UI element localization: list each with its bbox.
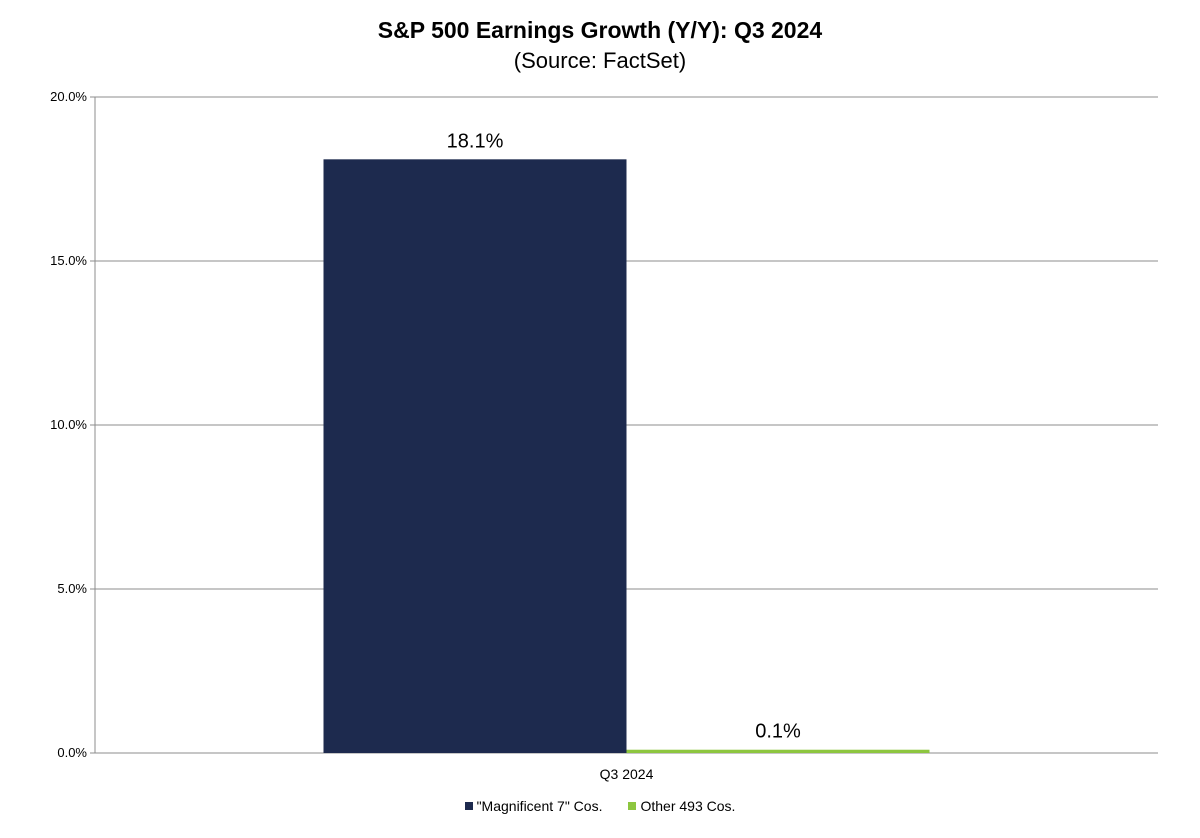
chart-title: S&P 500 Earnings Growth (Y/Y): Q3 2024 [377,17,823,43]
y-tick-label: 20.0% [50,89,87,104]
legend-label-other-493: Other 493 Cos. [640,798,736,814]
chart-subtitle: (Source: FactSet) [513,48,687,73]
chart-legend: "Magnificent 7" Cos. Other 493 Cos. [0,798,1200,814]
data-label-magnificent-7: 18.1% [447,130,504,152]
legend-swatch-other-493 [628,802,637,810]
data-label-other-493: 0.1% [755,721,801,743]
y-tick-label: 10.0% [50,417,87,432]
legend-item-magnificent-7: "Magnificent 7" Cos. [464,798,603,814]
y-tick-label: 0.0% [57,745,87,760]
y-tick-label: 15.0% [50,253,87,268]
bar-magnificent-7 [323,159,627,753]
y-tick-label: 5.0% [57,581,87,596]
bar-other-493 [626,749,930,753]
legend-label-magnificent-7: "Magnificent 7" Cos. [476,798,603,814]
legend-item-other-493: Other 493 Cos. [628,798,735,814]
legend-swatch-magnificent-7 [464,802,473,810]
x-tick-label: Q3 2024 [600,766,654,782]
